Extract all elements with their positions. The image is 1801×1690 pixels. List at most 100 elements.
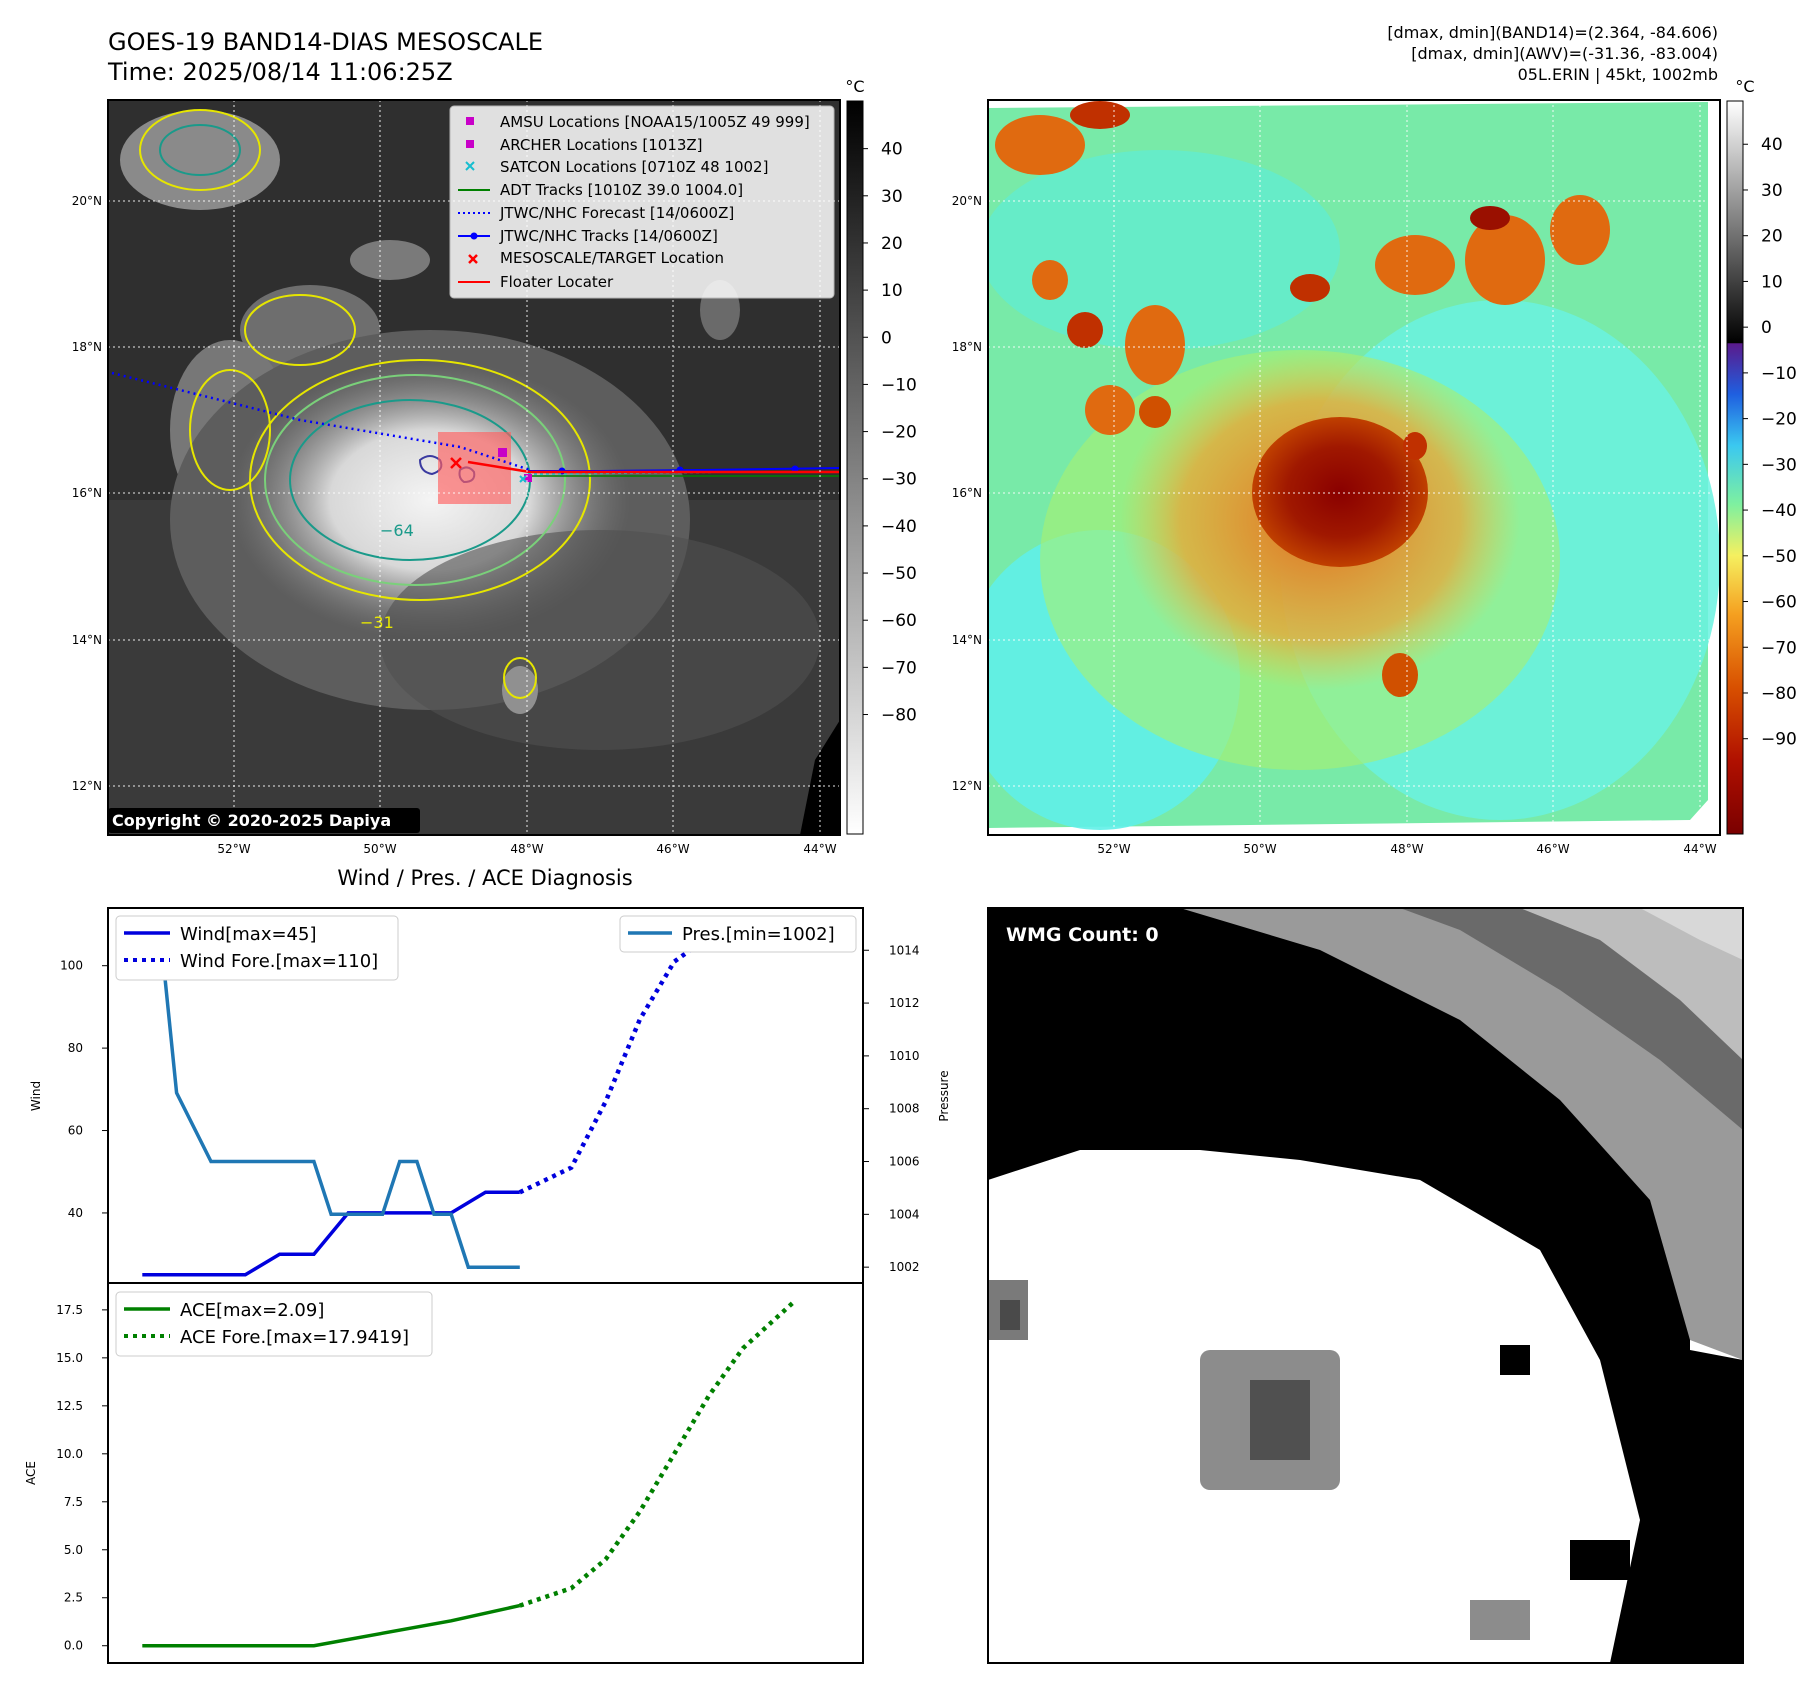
ir-legend: AMSU Locations [NOAA15/1005Z 49 999] ARC… <box>449 105 835 299</box>
legend-adt: ADT Tracks [1010Z 39.0 1004.0] <box>500 181 743 199</box>
awv-colorbar-tick-label: −30 <box>1761 455 1797 475</box>
legend-wind-fore: Wind Fore.[max=110] <box>180 951 378 972</box>
ir-colorbar-tick-label: −50 <box>881 564 917 584</box>
awv-colorbar-tick-label: 20 <box>1761 227 1783 247</box>
wmg-panel: WMG Count: 0 <box>987 907 1744 1664</box>
wind-y-tick-label: 60 <box>68 1124 83 1138</box>
stats-band14: [dmax, dmin](BAND14)=(2.364, -84.606) <box>1387 23 1718 42</box>
ir-lat-18: 18°N <box>72 340 102 354</box>
awv-colorbar-tick-label: −50 <box>1761 547 1797 567</box>
awv-lat-20: 20°N <box>952 194 982 208</box>
awv-lat-14: 14°N <box>952 633 982 647</box>
awv-colorbar-tick-label: −70 <box>1761 638 1797 658</box>
legend-wind: Wind[max=45] <box>180 924 317 945</box>
awv-field <box>988 101 1720 830</box>
ir-colorbar-tick-label: −20 <box>881 423 917 443</box>
awv-colorbar-ticks: 40 30 20 10 0 −10 −20 −30 −40 −50 −60 −70 −80 −90 <box>1743 135 1797 750</box>
pressure-y-tick-label: 1002 <box>889 1260 920 1274</box>
ir-lon-46: 46°W <box>656 842 689 856</box>
series-2-line <box>142 922 520 1269</box>
ace-y-tick-label: 2.5 <box>64 1591 83 1605</box>
ir-panel: −31 −64 <box>72 77 917 856</box>
ir-lon-50: 50°W <box>363 842 396 856</box>
pressure-y-tick-label: 1014 <box>889 943 920 957</box>
ir-lon-44: 44°W <box>803 842 836 856</box>
series-1-line <box>518 922 795 1195</box>
wind-y-tick-label: 40 <box>68 1206 83 1220</box>
ir-colorbar-tick-label: 40 <box>881 140 903 160</box>
ir-colorbar-tick-label: 30 <box>881 187 903 207</box>
ace-series-1-line <box>519 1299 796 1608</box>
ace-y-tick-label: 15.0 <box>56 1351 83 1365</box>
ir-lat-20: 20°N <box>72 194 102 208</box>
awv-colorbar-tick-label: 40 <box>1761 135 1783 155</box>
ir-lat-12: 12°N <box>72 779 102 793</box>
ir-colorbar-tick-label: 0 <box>881 328 892 348</box>
series-0-line <box>142 1190 520 1277</box>
wind-y-tick-label: 100 <box>60 959 83 973</box>
wmg-count: WMG Count: 0 <box>1006 924 1159 946</box>
pressure-y-tick-label: 1008 <box>889 1102 920 1116</box>
wmg-gray-band <box>1180 908 1743 1360</box>
pressure-y-tick-label: 1004 <box>889 1207 920 1221</box>
awv-colorbar-tick-label: 10 <box>1761 272 1783 292</box>
legend-target: MESOSCALE/TARGET Location <box>500 249 724 267</box>
awv-lon-44: 44°W <box>1683 842 1716 856</box>
floater-locater-line <box>467 460 840 474</box>
awv-lon-48: 48°W <box>1390 842 1423 856</box>
ir-lat-14: 14°N <box>72 633 102 647</box>
ir-colorbar-tick-label: −30 <box>881 470 917 490</box>
diagnosis-title: Wind / Pres. / ACE Diagnosis <box>337 866 632 890</box>
awv-colorbar-tick-label: −20 <box>1761 410 1797 430</box>
ace-y-tick-label: 5.0 <box>64 1543 83 1557</box>
ace-y-tick-label: 7.5 <box>64 1495 83 1509</box>
awv-colorbar-tick-label: −40 <box>1761 501 1797 521</box>
legend-pressure: Pres.[min=1002] <box>682 924 835 945</box>
ir-colorbar-tick-label: −40 <box>881 517 917 537</box>
pressure-y-tick-label: 1006 <box>889 1155 920 1169</box>
ir-lat-16: 16°N <box>72 486 102 500</box>
awv-lat-12: 12°N <box>952 779 982 793</box>
awv-lat-16: 16°N <box>952 486 982 500</box>
pressure-y-tick-label: 1012 <box>889 996 920 1010</box>
awv-lon-52: 52°W <box>1097 842 1130 856</box>
legend-amsu: AMSU Locations [NOAA15/1005Z 49 999] <box>500 113 810 131</box>
ir-colorbar-tick-label: −80 <box>881 706 917 726</box>
copyright-text: Copyright © 2020-2025 Dapiya <box>112 811 391 830</box>
wind-legend: Wind[max=45] Wind Fore.[max=110] <box>115 915 399 981</box>
awv-colorbar-tick-label: −80 <box>1761 684 1797 704</box>
legend-tracks: JTWC/NHC Tracks [14/0600Z] <box>499 227 718 245</box>
awv-colorbar-tick-label: −90 <box>1761 730 1797 750</box>
contour-label-64: −64 <box>380 521 414 540</box>
legend-ace-fore: ACE Fore.[max=17.9419] <box>180 1327 409 1348</box>
ir-colorbar-tick-label: 10 <box>881 281 903 301</box>
awv-colorbar-unit: °C <box>1735 77 1754 96</box>
ir-colorbar-tick-label: 20 <box>881 234 903 254</box>
ace-y-tick-label: 0.0 <box>64 1639 83 1653</box>
legend-archer: ARCHER Locations [1013Z] <box>500 136 703 154</box>
figure-title: GOES-19 BAND14-DIAS MESOSCALE <box>108 28 543 56</box>
ir-colorbar <box>846 100 864 835</box>
wind-y-tick-label: 80 <box>68 1041 83 1055</box>
awv-colorbar-tick-label: 30 <box>1761 181 1783 201</box>
forecast-track-line <box>111 371 531 472</box>
legend-ace: ACE[max=2.09] <box>180 1300 324 1321</box>
legend-forecast: JTWC/NHC Forecast [14/0600Z] <box>499 204 734 222</box>
awv-lon-46: 46°W <box>1536 842 1569 856</box>
awv-colorbar <box>1726 100 1744 835</box>
awv-grid <box>988 100 1720 835</box>
ace-series-0-line <box>142 1603 521 1648</box>
ace-legend: ACE[max=2.09] ACE Fore.[max=17.9419] <box>115 1291 433 1357</box>
ir-colorbar-tick-label: −60 <box>881 611 917 631</box>
awv-colorbar-tick-label: 0 <box>1761 318 1772 338</box>
ace-y-tick-label: 12.5 <box>56 1399 83 1413</box>
ir-colorbar-tick-label: −70 <box>881 658 917 678</box>
ir-colorbar-tick-label: −10 <box>881 375 917 395</box>
ace-y-tick-label: 17.5 <box>56 1303 83 1317</box>
awv-colorbar-tick-label: −60 <box>1761 593 1797 613</box>
awv-lon-50: 50°W <box>1243 842 1276 856</box>
pressure-legend: Pres.[min=1002] <box>619 915 857 953</box>
legend-floater: Floater Locater <box>500 273 614 291</box>
wmg-cold-band <box>988 908 1743 1663</box>
